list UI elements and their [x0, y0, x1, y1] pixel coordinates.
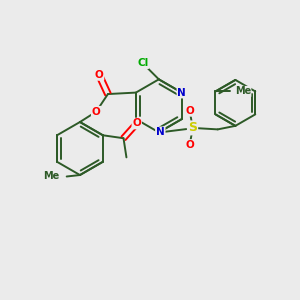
Text: O: O [92, 107, 100, 117]
Text: Cl: Cl [137, 58, 148, 68]
Text: O: O [185, 140, 194, 150]
Text: Me: Me [235, 86, 251, 96]
Text: N: N [177, 88, 186, 98]
Text: O: O [185, 106, 194, 116]
Text: N: N [156, 127, 165, 137]
Text: O: O [132, 118, 141, 128]
Text: S: S [188, 122, 197, 134]
Text: Me: Me [43, 172, 59, 182]
Text: O: O [95, 70, 103, 80]
